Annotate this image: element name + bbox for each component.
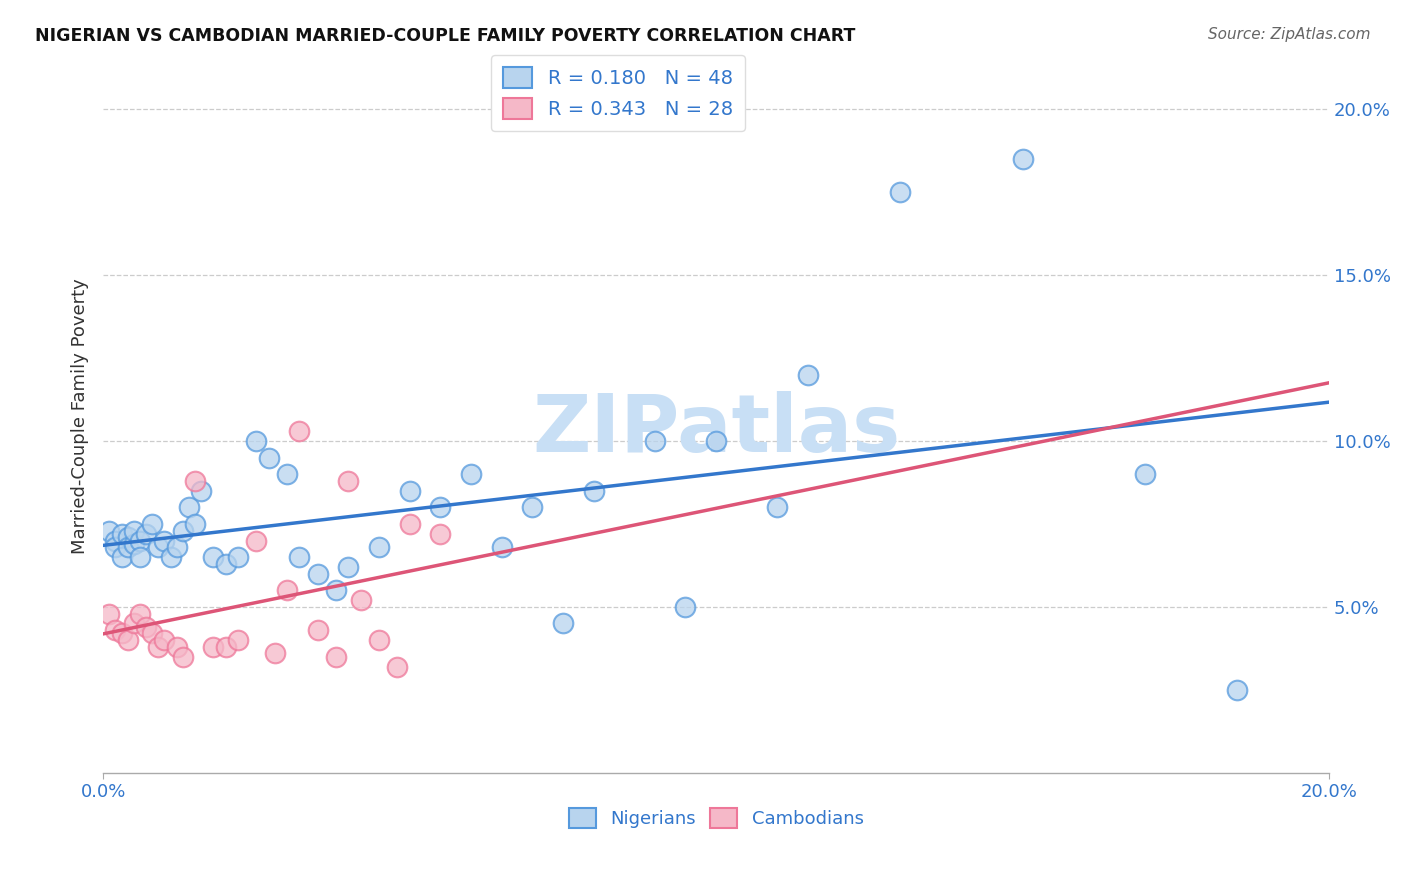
Point: [387, 659, 409, 673]
Point: [122, 616, 145, 631]
Point: [177, 500, 200, 515]
Text: ZIPatlas: ZIPatlas: [531, 392, 900, 469]
Point: [166, 540, 188, 554]
Point: [644, 434, 666, 448]
Point: [325, 649, 347, 664]
Point: [110, 527, 132, 541]
Point: [491, 540, 513, 554]
Point: [307, 623, 329, 637]
Point: [117, 530, 139, 544]
Point: [190, 483, 212, 498]
Point: [184, 516, 207, 531]
Point: [675, 599, 697, 614]
Point: [276, 467, 298, 482]
Point: [398, 483, 420, 498]
Point: [245, 434, 267, 448]
Point: [288, 550, 311, 565]
Point: [141, 516, 163, 531]
Point: [129, 550, 152, 565]
Text: NIGERIAN VS CAMBODIAN MARRIED-COUPLE FAMILY POVERTY CORRELATION CHART: NIGERIAN VS CAMBODIAN MARRIED-COUPLE FAM…: [35, 27, 855, 45]
Point: [153, 533, 176, 548]
Point: [429, 527, 451, 541]
Point: [141, 626, 163, 640]
Point: [104, 533, 127, 548]
Point: [172, 649, 194, 664]
Legend: Nigerians, Cambodians: Nigerians, Cambodians: [561, 801, 870, 835]
Point: [122, 524, 145, 538]
Point: [135, 527, 157, 541]
Point: [215, 557, 238, 571]
Point: [110, 550, 132, 565]
Point: [460, 467, 482, 482]
Point: [98, 524, 121, 538]
Y-axis label: Married-Couple Family Poverty: Married-Couple Family Poverty: [72, 278, 89, 554]
Point: [117, 540, 139, 554]
Text: Source: ZipAtlas.com: Source: ZipAtlas.com: [1208, 27, 1371, 42]
Point: [184, 474, 207, 488]
Point: [307, 566, 329, 581]
Point: [245, 533, 267, 548]
Point: [117, 633, 139, 648]
Point: [166, 640, 188, 654]
Point: [368, 633, 391, 648]
Point: [429, 500, 451, 515]
Point: [766, 500, 789, 515]
Point: [325, 583, 347, 598]
Point: [276, 583, 298, 598]
Point: [368, 540, 391, 554]
Point: [1226, 682, 1249, 697]
Point: [582, 483, 605, 498]
Point: [129, 607, 152, 621]
Point: [226, 633, 249, 648]
Point: [172, 524, 194, 538]
Point: [263, 646, 285, 660]
Point: [202, 550, 225, 565]
Point: [337, 560, 360, 574]
Point: [226, 550, 249, 565]
Point: [215, 640, 238, 654]
Point: [104, 623, 127, 637]
Point: [349, 593, 371, 607]
Point: [288, 424, 311, 438]
Point: [148, 640, 170, 654]
Point: [1135, 467, 1157, 482]
Point: [129, 533, 152, 548]
Point: [202, 640, 225, 654]
Point: [159, 550, 181, 565]
Point: [110, 626, 132, 640]
Point: [337, 474, 360, 488]
Point: [522, 500, 544, 515]
Point: [122, 537, 145, 551]
Point: [1011, 152, 1033, 166]
Point: [148, 540, 170, 554]
Point: [98, 607, 121, 621]
Point: [797, 368, 820, 382]
Point: [704, 434, 727, 448]
Point: [398, 516, 420, 531]
Point: [551, 616, 574, 631]
Point: [257, 450, 280, 465]
Point: [104, 540, 127, 554]
Point: [889, 186, 911, 200]
Point: [135, 620, 157, 634]
Point: [153, 633, 176, 648]
